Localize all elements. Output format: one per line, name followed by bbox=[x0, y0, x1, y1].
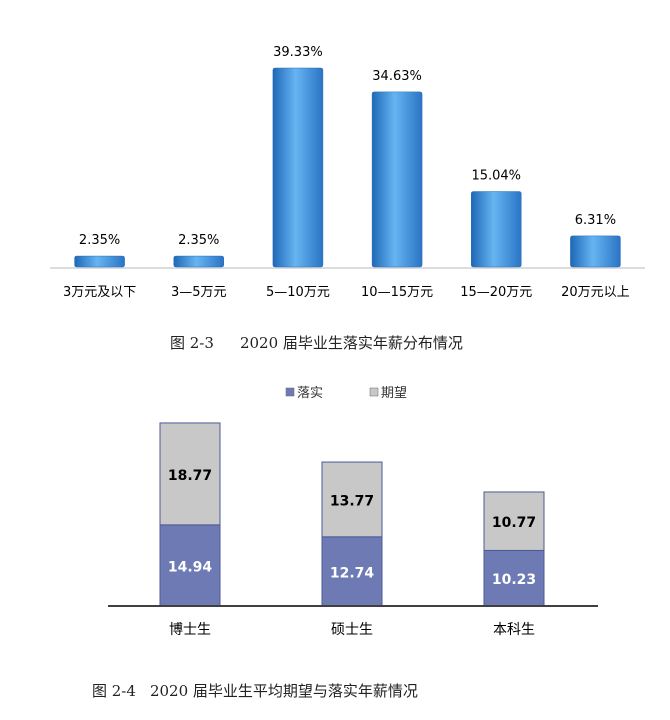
legend-swatch-1 bbox=[369, 387, 379, 397]
caption-text: 2020 届毕业生落实年薪分布情况 bbox=[239, 334, 463, 352]
data-label-actual-1: 12.74 bbox=[330, 565, 375, 581]
caption-number: 图 2-4 bbox=[92, 682, 136, 700]
data-label-3: 34.63% bbox=[372, 69, 422, 84]
bar-expected-2 bbox=[483, 491, 545, 551]
figure-2-4-caption: 图 2-4 2020 届毕业生平均期望与落实年薪情况 bbox=[92, 680, 418, 701]
legend: 落实 期望 bbox=[285, 385, 407, 401]
category-label-3: 10—15万元 bbox=[361, 285, 433, 300]
data-label-4: 15.04% bbox=[471, 169, 521, 184]
expected-vs-actual-salary-chart: 落实 期望 14.94 18.77 12.74 13.77 10.23 10.77 博士生 硕… bbox=[108, 385, 598, 638]
data-label-expected-2: 10.77 bbox=[492, 515, 536, 531]
bar-expected-1 bbox=[321, 461, 383, 538]
category-label-1: 硕士生 bbox=[331, 622, 373, 638]
salary-distribution-chart: 2.35% 2.35% 39.33% 34.63% 15.04% 6.31% 3万元及以下… bbox=[50, 45, 645, 300]
legend-swatch-0 bbox=[285, 387, 295, 397]
bar-4 bbox=[471, 191, 522, 268]
category-label-2: 本科生 bbox=[493, 622, 535, 638]
legend-label-1: 期望 bbox=[381, 385, 407, 401]
legend-label-0: 落实 bbox=[297, 386, 323, 401]
category-label-5: 20万元以上 bbox=[561, 285, 630, 300]
category-label-2: 5—10万元 bbox=[266, 285, 330, 300]
bar-actual-2 bbox=[483, 549, 545, 607]
category-label-0: 博士生 bbox=[169, 621, 211, 638]
caption-text: 2020 届毕业生平均期望与落实年薪情况 bbox=[149, 682, 418, 700]
data-label-actual-2: 10.23 bbox=[492, 572, 536, 588]
data-label-expected-1: 13.77 bbox=[330, 493, 374, 509]
bar-expected-0 bbox=[159, 422, 221, 526]
category-label-0: 3万元及以下 bbox=[63, 285, 136, 300]
bar-5 bbox=[570, 235, 621, 268]
data-label-2: 39.33% bbox=[273, 45, 323, 60]
bar-2 bbox=[272, 67, 324, 268]
data-label-actual-0: 14.94 bbox=[168, 559, 213, 575]
bar-0 bbox=[74, 255, 125, 268]
data-label-expected-0: 18.77 bbox=[168, 468, 212, 484]
data-label-0: 2.35% bbox=[79, 233, 120, 248]
figure-2-3-caption: 图 2-3 2020 届毕业生落实年薪分布情况 bbox=[170, 332, 463, 353]
bar-3 bbox=[371, 91, 423, 268]
data-label-5: 6.31% bbox=[575, 213, 616, 228]
caption-number: 图 2-3 bbox=[170, 334, 214, 352]
bar-1 bbox=[173, 255, 224, 268]
category-label-1: 3—5万元 bbox=[171, 285, 227, 300]
category-label-4: 15—20万元 bbox=[460, 285, 532, 300]
data-label-1: 2.35% bbox=[178, 233, 219, 248]
